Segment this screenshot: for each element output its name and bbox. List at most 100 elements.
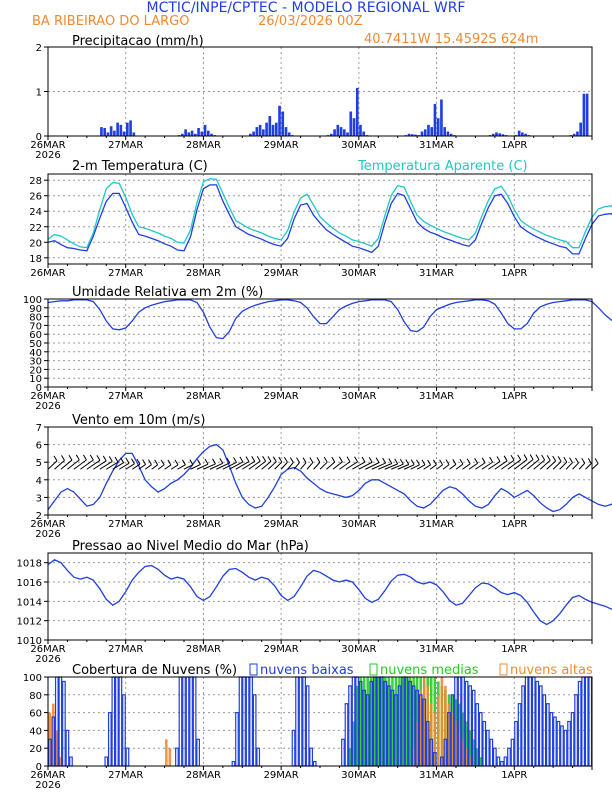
wind-barb-flag	[160, 459, 165, 466]
cloud-bar-low	[115, 676, 119, 767]
cloud-bar-low	[507, 747, 511, 767]
wind-barb	[410, 464, 420, 470]
panel-temperature: 18 20 22 24 26 28 26MAR 27MAR 28MAR 29MAR 30MAR 31M…	[29, 159, 612, 279]
x-year-label: 2026	[35, 401, 60, 412]
wind-barb	[73, 459, 87, 470]
wind-barb	[565, 462, 573, 470]
wind-barb	[339, 461, 351, 470]
wind-barb	[526, 459, 540, 470]
x-tick-label: 28MAR	[186, 770, 221, 781]
wind-barb	[391, 463, 404, 470]
cloud-bar-mid	[352, 721, 355, 766]
wind-barb-flag	[83, 454, 87, 461]
cloud-bar-low	[510, 738, 515, 767]
wind-barb-flag	[523, 454, 528, 460]
wind-barb	[332, 461, 343, 470]
wind-barb	[449, 464, 457, 470]
wind-barb-flag	[154, 459, 159, 466]
y-tick-label: 30	[29, 357, 42, 368]
series-line-blue	[47, 184, 612, 255]
x-tick-label: 27MAR	[108, 140, 143, 151]
wind-barb	[216, 462, 231, 470]
wind-barb	[319, 461, 328, 470]
y-tick-label: 6	[36, 441, 42, 452]
wind-barb-flag	[517, 454, 522, 461]
precip-bar	[122, 131, 126, 136]
y-tick-label: 60	[29, 709, 42, 720]
x-tick-label: 29MAR	[264, 519, 299, 530]
precip-bar	[184, 129, 187, 136]
cloud-bar-low	[545, 703, 550, 767]
cloud-bar-mid	[355, 685, 359, 766]
x-tick-label: 28MAR	[186, 391, 221, 402]
plot-frame	[47, 173, 593, 265]
cloud-bar-high	[55, 730, 59, 766]
wind-barb-flag	[197, 459, 201, 465]
cloud-bar-high	[52, 703, 55, 766]
cloud-bar-low	[298, 676, 303, 767]
wind-barb-flag	[296, 457, 300, 463]
precip-bar	[440, 99, 443, 136]
wind-barb	[280, 461, 288, 470]
wind-barb	[177, 464, 186, 470]
x-year-label: 2026	[35, 150, 60, 161]
x-tick-label: 30MAR	[341, 644, 376, 655]
precip-bar	[268, 115, 272, 136]
wind-barb-flag	[410, 459, 415, 465]
cloud-bar-low	[125, 747, 130, 767]
wind-barb	[365, 462, 380, 470]
wind-barb-flag	[563, 456, 568, 463]
precip-bar	[103, 127, 106, 136]
wind-barb-flag	[481, 457, 486, 464]
series-line-blue	[47, 559, 612, 626]
wind-barb	[80, 459, 94, 470]
precip-bar	[579, 122, 582, 136]
cloud-bar-low	[514, 720, 518, 767]
y-tick-label: 70	[29, 321, 42, 332]
x-tick-label: 31MAR	[419, 644, 454, 655]
wind-barb-flag	[212, 458, 216, 465]
panel-title: Pressao ao Nivel Medio do Mar (hPa)	[72, 539, 309, 554]
y-tick-label: 100	[23, 295, 42, 306]
precip-bar	[278, 105, 281, 136]
cloud-bar-mid	[398, 677, 401, 766]
precip-bar	[443, 127, 446, 136]
wind-barb-flag	[189, 459, 194, 465]
cloud-bar-mid	[472, 739, 475, 766]
wind-barb-flag	[466, 458, 471, 465]
x-tick-label: 28MAR	[186, 519, 221, 530]
cloud-bar-mid	[373, 677, 377, 766]
panel-title: Vento em 10m (m/s)	[72, 413, 205, 428]
wind-barb-flag	[102, 455, 107, 462]
wind-barb	[196, 463, 209, 470]
y-tick-label: 3	[36, 493, 42, 504]
wind-barb	[429, 464, 437, 470]
legend-swatch	[249, 663, 258, 676]
cloud-bar-high	[415, 721, 419, 766]
wind-barb-flag	[361, 456, 366, 463]
wind-barb-flag	[309, 457, 314, 463]
y-tick-label: 80	[29, 313, 42, 324]
precip-bar	[274, 122, 278, 136]
precip-bar	[352, 118, 356, 136]
wind-barb-flag	[427, 459, 431, 466]
wind-barb	[300, 462, 307, 470]
wind-barb	[533, 459, 545, 470]
cloud-bar-low	[567, 720, 571, 767]
wind-barb	[67, 459, 80, 470]
plot-frame	[47, 46, 593, 137]
x-tick-label: 1APR	[501, 644, 527, 655]
cloud-bar-mid	[362, 677, 366, 766]
cloud-bar-high	[468, 757, 472, 766]
cloud-bar-high	[419, 690, 422, 766]
cloud-bar-low	[574, 694, 578, 767]
precip-bar	[197, 127, 200, 136]
precip-bar	[346, 132, 349, 136]
series-line-blue	[47, 299, 612, 340]
x-tick-label: 27MAR	[108, 268, 143, 279]
y-tick-label: 20	[29, 365, 42, 376]
cloud-bar-mid	[468, 730, 472, 766]
y-tick-label: 40	[29, 348, 42, 359]
chart-title: MCTIC/INPE/CPTEC - MODELO REGIONAL WRF	[147, 0, 466, 16]
